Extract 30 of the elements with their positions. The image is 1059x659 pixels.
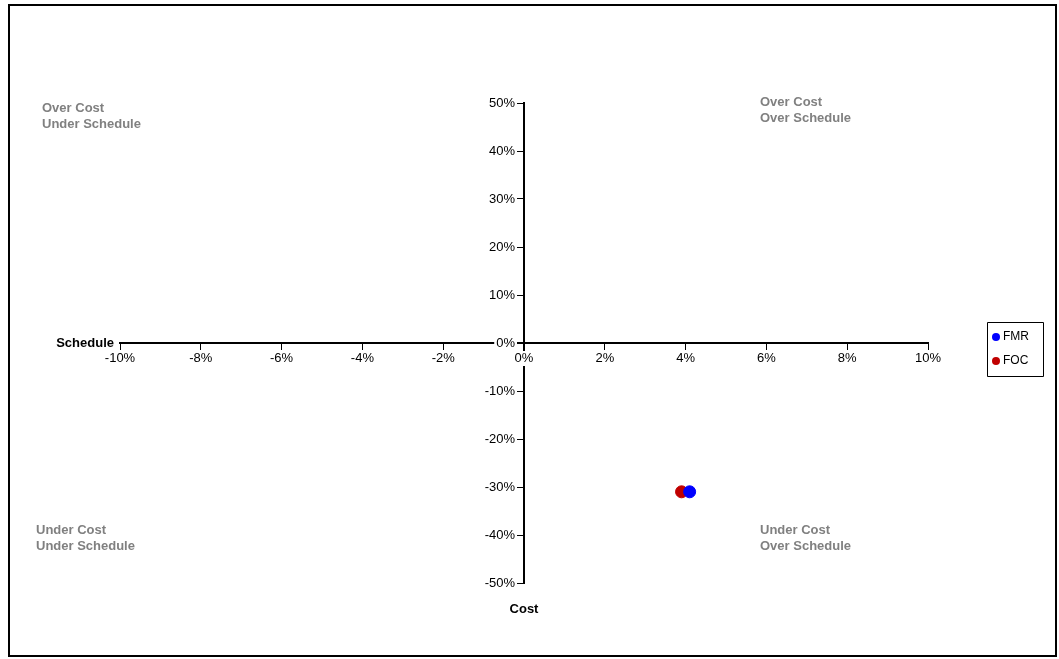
x-tick-label: 6%	[757, 350, 777, 366]
y-tick-label: 40%	[488, 142, 516, 158]
x-axis-title: Cost	[509, 601, 540, 617]
x-tick-label: -10%	[104, 350, 136, 366]
x-tick-label: 0%	[514, 350, 534, 366]
y-tick-label: 50%	[488, 94, 516, 110]
annotation: Over Cost Over Schedule	[760, 94, 852, 126]
annotation: Under Cost Over Schedule	[760, 522, 852, 554]
y-tick-label: -20%	[484, 430, 516, 446]
legend-label: FMR	[1003, 329, 1030, 344]
x-tick-label: -8%	[189, 350, 213, 366]
legend-label: FOC	[1003, 353, 1029, 368]
x-tick-label: 8%	[837, 350, 858, 366]
y-tick-label: 0%	[496, 334, 516, 350]
y-tick-label: 10%	[488, 286, 516, 302]
y-tick-label: 20%	[488, 238, 516, 254]
x-tick-label: -2%	[431, 350, 456, 366]
x-tick-label: 2%	[595, 350, 615, 366]
x-tick-label: -4%	[350, 350, 375, 366]
annotation: Under Cost Under Schedule	[36, 522, 135, 554]
y-tick-label: 30%	[488, 190, 516, 206]
x-tick-label: 4%	[676, 350, 696, 366]
y-tick-label: -10%	[484, 382, 516, 398]
x-tick-label: -6%	[270, 350, 294, 366]
y-tick-label: -30%	[484, 478, 516, 494]
y-tick-label: -40%	[484, 526, 516, 542]
annotation: Over Cost Under Schedule	[42, 100, 141, 132]
x-tick-label: 10%	[914, 350, 942, 366]
y-axis-title: Schedule	[56, 334, 114, 350]
y-tick-label: -50%	[484, 574, 516, 590]
